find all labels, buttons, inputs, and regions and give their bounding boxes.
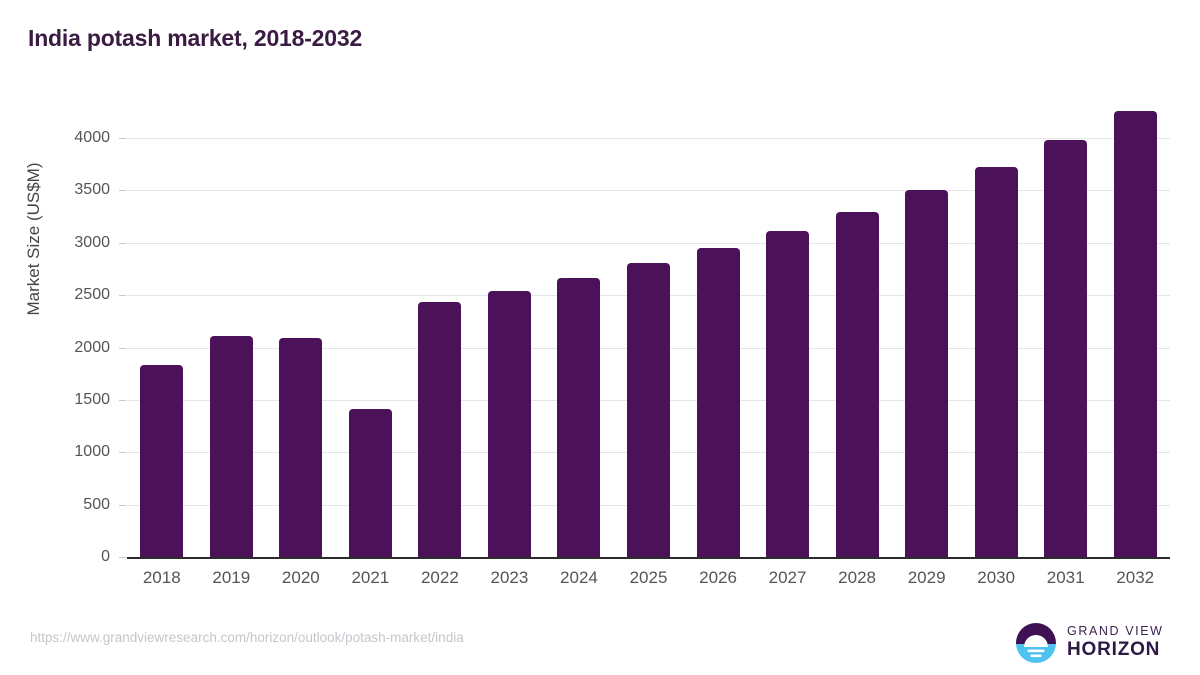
x-axis-tick-label: 2025 xyxy=(629,568,668,587)
y-axis-tick-mark xyxy=(119,242,126,244)
grand-view-horizon-logo[interactable]: GRAND VIEW HORIZON xyxy=(1015,620,1165,666)
x-axis-tick-label: 2030 xyxy=(977,568,1016,587)
logo-wordmark: GRAND VIEW HORIZON xyxy=(1067,624,1164,661)
y-axis-tick-label: 1500 xyxy=(74,390,110,408)
gridline xyxy=(127,190,1170,192)
gridline xyxy=(127,242,1170,244)
x-axis-tick-label: 2032 xyxy=(1116,568,1155,587)
logo-line-1: GRAND VIEW xyxy=(1067,624,1164,638)
gridline xyxy=(127,138,1170,139)
y-axis-tick-mark xyxy=(119,452,126,454)
bar-2024[interactable] xyxy=(557,277,601,557)
y-axis-tick-mark xyxy=(119,347,126,349)
x-axis-tick-label: 2019 xyxy=(212,568,251,587)
bar-2023[interactable] xyxy=(487,290,531,557)
y-axis-title: Market Size (US$M) xyxy=(24,162,43,316)
x-axis-tick-label: 2021 xyxy=(351,568,390,587)
y-axis-tick-mark xyxy=(119,399,126,401)
y-axis-tick-mark xyxy=(119,138,126,139)
logo-line-2: HORIZON xyxy=(1067,639,1161,660)
bar-2026[interactable] xyxy=(696,247,740,557)
y-axis-tick-label: 1000 xyxy=(74,443,110,461)
bar-2025[interactable] xyxy=(627,263,670,557)
y-axis-tick-mark xyxy=(119,504,126,506)
x-axis-tick-label: 2023 xyxy=(490,568,529,587)
bar-2029[interactable] xyxy=(905,189,949,557)
y-axis-tick-label: 2000 xyxy=(74,338,110,356)
bars-layer xyxy=(127,100,1170,557)
y-axis-tick-mark xyxy=(119,295,126,297)
bar-2031[interactable] xyxy=(1044,140,1088,557)
y-axis-tick-label: 4000 xyxy=(74,129,110,146)
x-axis-tick-label: 2027 xyxy=(768,568,807,587)
y-axis-tick-label: 3500 xyxy=(74,181,110,199)
bar-2019[interactable] xyxy=(209,335,253,557)
bar-2027[interactable] xyxy=(766,230,810,557)
x-axis-tick-label: 2024 xyxy=(560,568,598,587)
bar-2022[interactable] xyxy=(418,301,462,557)
bar-2021[interactable] xyxy=(348,408,392,557)
y-axis-tick-mark xyxy=(119,557,126,558)
plot-area xyxy=(127,100,1170,557)
y-axis-tick-label: 3000 xyxy=(74,233,110,251)
x-axis-tick-label: 2026 xyxy=(699,568,737,587)
x-axis-line xyxy=(127,557,1170,559)
y-axis-tick-label: 500 xyxy=(83,495,110,513)
y-axis-tick-mark xyxy=(119,190,126,192)
source-url[interactable]: https://www.grandviewresearch.com/horizo… xyxy=(30,630,464,645)
horizon-circle-icon xyxy=(1016,623,1056,663)
x-axis-tick-label: 2022 xyxy=(420,568,459,587)
bar-2032[interactable] xyxy=(1113,111,1157,557)
bar-2018[interactable] xyxy=(140,365,184,557)
x-axis-tick-label: 2029 xyxy=(907,568,946,587)
bar-2028[interactable] xyxy=(835,211,879,557)
y-axis-tick-label: 0 xyxy=(101,548,110,565)
x-axis-tick-label: 2031 xyxy=(1046,568,1085,587)
page-title: India potash market, 2018-2032 xyxy=(28,25,363,51)
x-axis-tick-label: 2020 xyxy=(281,568,320,587)
bar-2030[interactable] xyxy=(974,166,1018,557)
x-axis-tick-label: 2028 xyxy=(838,568,876,587)
y-axis-tick-label: 2500 xyxy=(74,286,110,304)
bar-2020[interactable] xyxy=(279,338,323,557)
x-axis-tick-label: 2018 xyxy=(142,568,181,587)
